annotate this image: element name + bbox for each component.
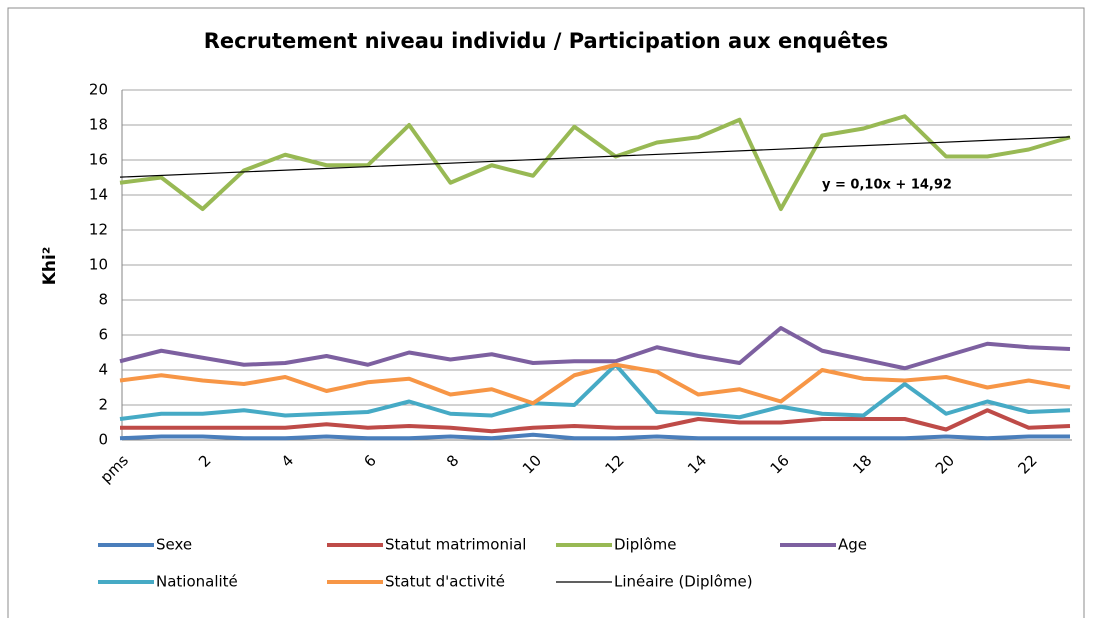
y-axis-label: Khi² [40, 247, 60, 286]
y-tick-label: 6 [98, 326, 108, 344]
series-line [119, 362, 1071, 406]
chart-title: Recrutement niveau individu / Participat… [204, 29, 888, 53]
y-tick-label: 8 [98, 291, 108, 309]
y-tick-label: 16 [89, 151, 108, 169]
y-tick-label: 4 [98, 361, 108, 379]
trendline [119, 136, 1071, 178]
series-line [119, 432, 1070, 441]
series-line [120, 408, 1071, 434]
trendline-equation: y = 0,10x + 14,92 [822, 178, 952, 193]
legend-label: Linéaire (Diplôme) [614, 573, 753, 591]
y-tick-label: 20 [89, 81, 108, 99]
chart-frame [7, 7, 1085, 618]
legend-label: Statut d'activité [385, 573, 505, 591]
y-tick-label: 0 [98, 431, 108, 449]
legend-label: Nationalité [156, 573, 238, 591]
y-tick-label: 18 [89, 116, 108, 134]
legend-label: Age [838, 536, 867, 554]
legend-label: Statut matrimonial [385, 536, 526, 554]
y-tick-label: 2 [98, 396, 108, 414]
series-line [119, 326, 1071, 371]
series-line [119, 362, 1071, 421]
series-line [119, 114, 1071, 211]
y-tick-label: 12 [89, 221, 108, 239]
y-tick-label: 14 [89, 186, 108, 204]
legend-label: Sexe [156, 536, 192, 554]
y-tick-label: 10 [89, 256, 108, 274]
legend-label: Diplôme [614, 536, 676, 554]
